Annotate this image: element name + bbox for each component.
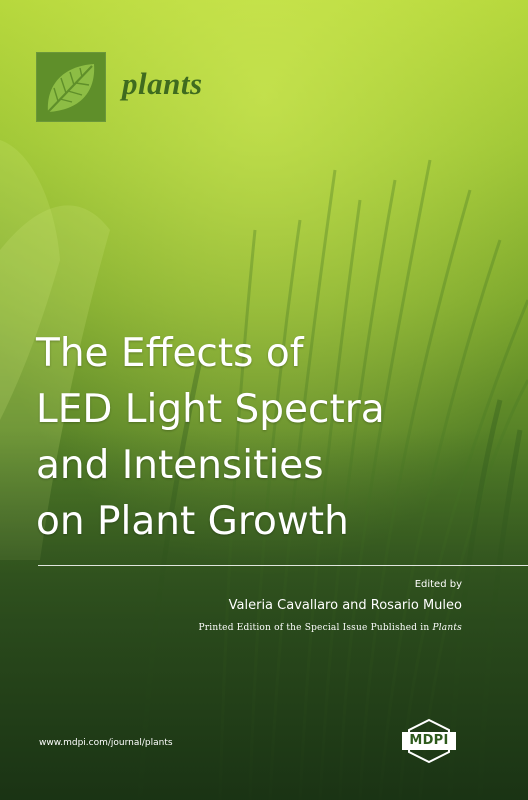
journal-logo [36,52,106,122]
title-line: LED Light Spectra [36,387,385,432]
leaf-icon [47,64,95,113]
editors: Valeria Cavallaro and Rosario Muleo [228,598,462,613]
edited-by-label: Edited by [414,579,462,590]
printed-edition-note: Printed Edition of the Special Issue Pub… [199,621,462,635]
printed-journal: Plants [432,623,462,633]
journal-name: plants [122,66,203,101]
title-line: The Effects of [36,331,304,376]
book-title: The Effects of LED Light Spectra and Int… [36,326,506,550]
website-url: www.mdpi.com/journal/plants [39,738,173,748]
printed-prefix: Printed Edition of the Special Issue Pub… [198,623,433,633]
publisher-name: MDPI [404,733,454,748]
publisher-name-text: MDPI [409,733,449,748]
mdpi-hexagon-icon [402,718,456,764]
divider [38,565,528,566]
credits: Edited by Valeria Cavallaro and Rosario … [199,578,462,635]
title-line: on Plant Growth [36,499,349,544]
publisher-logo [394,718,464,764]
title-line: and Intensities [36,443,324,488]
